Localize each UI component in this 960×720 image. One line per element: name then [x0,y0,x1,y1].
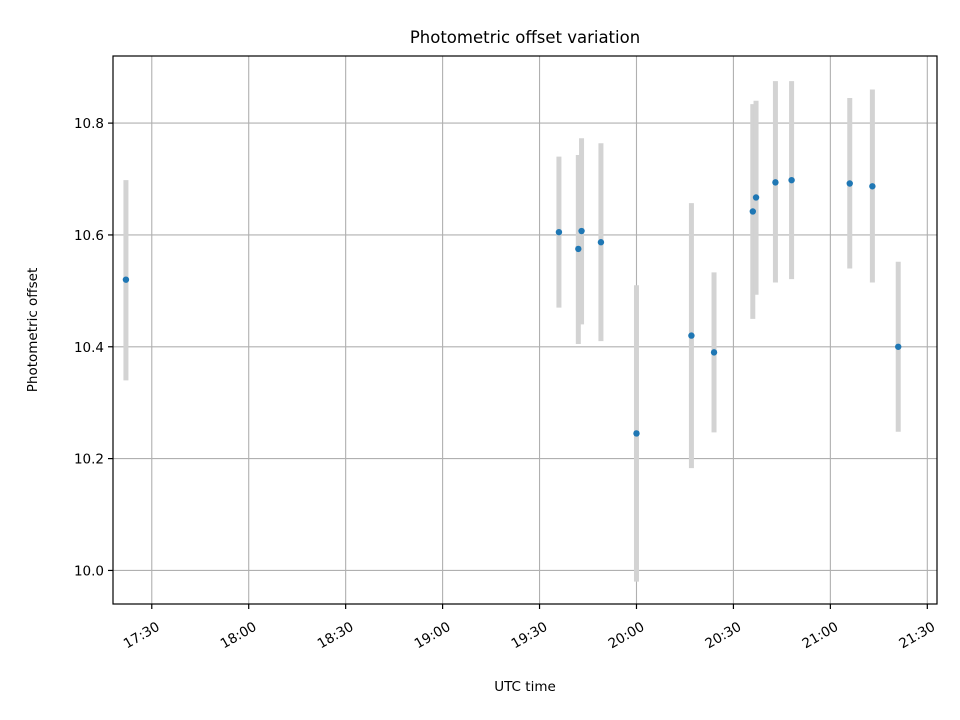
chart-title: Photometric offset variation [410,28,640,47]
error-bars [123,81,901,582]
x-tick-label: 18:30 [315,619,357,652]
data-point [597,239,605,246]
data-point [749,208,757,215]
data-point [688,332,695,339]
x-tick-label: 18:00 [218,619,260,652]
data-point [575,245,582,253]
y-tick-label: 10.0 [74,563,104,579]
data-point [122,276,130,283]
y-tick-label: 10.2 [74,452,104,468]
x-tick-label: 21:30 [896,619,938,652]
data-point [633,430,640,437]
data-point [710,349,718,356]
x-tick-label: 20:30 [703,619,745,652]
y-axis: 10.0 10.2 10.4 10.6 10.8 [74,116,113,579]
y-axis-label: Photometric offset [25,268,41,392]
data-point [578,227,585,235]
x-tick-label: 20:00 [606,619,648,652]
x-tick-label: 19:30 [509,619,551,652]
x-axis-label: UTC time [494,679,556,695]
data-point [772,179,779,186]
data-point [555,228,563,236]
data-points [122,176,902,437]
plot-frame [112,55,938,605]
x-tick-label: 21:00 [799,619,841,652]
y-tick-label: 10.8 [74,116,104,132]
y-tick-label: 10.4 [74,340,104,356]
data-point [846,180,853,187]
data-point [869,183,876,190]
data-point [895,343,902,350]
grid-lines [113,56,937,604]
x-axis: 17:30 18:00 18:30 19:00 19:30 20:00 20:30 21:00… [121,604,938,652]
x-tick-label: 17:30 [121,619,163,652]
data-point [788,176,795,184]
y-tick-label: 10.6 [74,228,104,244]
x-tick-label: 19:00 [412,619,454,652]
data-point [752,194,760,201]
